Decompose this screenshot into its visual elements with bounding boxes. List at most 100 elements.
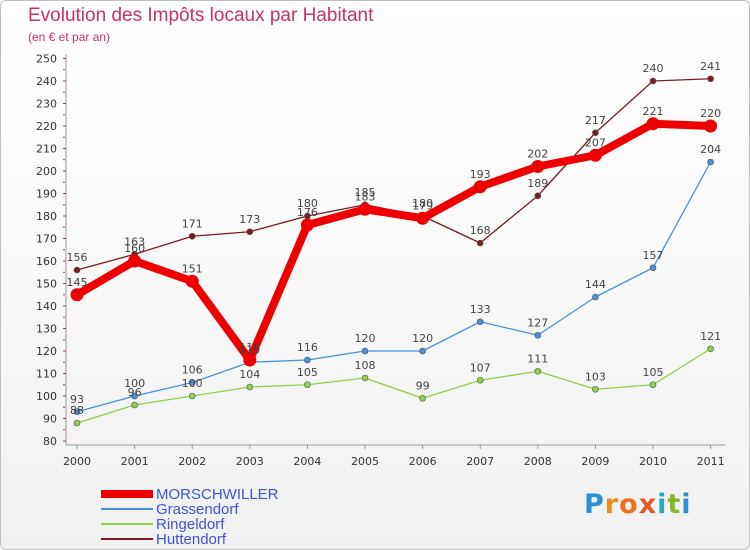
data-label-grassendorf: 93 xyxy=(70,393,84,406)
point-grassendorf xyxy=(361,347,369,355)
data-label-huttendorf: 171 xyxy=(182,217,203,230)
data-label-ringeldorf: 96 xyxy=(128,386,142,399)
data-label-grassendorf: 144 xyxy=(585,278,606,291)
y-tick-label: 200 xyxy=(36,165,57,178)
point-morschwiller xyxy=(416,211,430,225)
point-ringeldorf xyxy=(361,374,369,382)
data-label-huttendorf: 168 xyxy=(470,224,491,237)
data-label-morschwiller: 116 xyxy=(239,341,260,354)
data-label-huttendorf: 241 xyxy=(700,60,721,73)
data-labels-layer: 156 163 171 173 180 185 180 168 189 217 240 241 88 96… xyxy=(67,60,722,417)
data-label-huttendorf: 180 xyxy=(412,197,433,210)
point-grassendorf xyxy=(707,158,714,166)
y-tick-label: 210 xyxy=(36,143,57,156)
data-label-ringeldorf: 121 xyxy=(700,330,721,343)
x-tick-label: 2001 xyxy=(121,455,149,468)
logo-letter: i xyxy=(681,489,692,520)
point-morschwiller xyxy=(300,218,314,232)
point-huttendorf xyxy=(188,232,196,240)
x-tick-label: 2005 xyxy=(351,455,379,468)
y-tick-label: 150 xyxy=(36,278,57,291)
legend-swatch-morschwiller xyxy=(101,490,153,498)
data-label-morschwiller: 183 xyxy=(355,190,376,203)
data-label-morschwiller: 145 xyxy=(67,276,88,289)
data-label-grassendorf: 133 xyxy=(470,303,491,316)
logo-letter: P xyxy=(584,489,605,520)
point-huttendorf xyxy=(476,239,484,247)
point-huttendorf xyxy=(534,192,542,200)
data-label-huttendorf: 163 xyxy=(124,235,145,248)
point-ringeldorf xyxy=(246,383,254,391)
point-morschwiller xyxy=(358,202,372,216)
data-label-ringeldorf: 107 xyxy=(470,361,491,374)
point-morschwiller xyxy=(531,160,545,173)
series-line-huttendorf xyxy=(76,78,712,271)
x-tick-label: 2002 xyxy=(178,455,206,468)
data-label-morschwiller: 160 xyxy=(124,242,145,255)
point-morschwiller xyxy=(704,119,718,133)
point-grassendorf xyxy=(476,318,484,326)
data-label-huttendorf: 173 xyxy=(239,213,260,226)
data-label-grassendorf: 116 xyxy=(297,341,318,354)
data-label-morschwiller: 207 xyxy=(585,136,606,149)
data-label-grassendorf: 120 xyxy=(412,332,433,345)
data-label-huttendorf: 217 xyxy=(585,114,606,127)
point-grassendorf xyxy=(592,293,599,301)
point-morschwiller xyxy=(646,117,660,131)
data-label-morschwiller: 220 xyxy=(700,107,721,120)
point-morschwiller xyxy=(185,274,199,288)
y-tick-label: 180 xyxy=(36,210,57,223)
point-ringeldorf xyxy=(73,419,81,427)
point-ringeldorf xyxy=(304,381,311,389)
x-tick-label: 2007 xyxy=(466,455,494,468)
point-ringeldorf xyxy=(419,394,426,402)
x-tick-label: 2000 xyxy=(63,455,91,468)
x-tick-label: 2004 xyxy=(293,455,321,468)
legend-label-grassendorf: Grassendorf xyxy=(156,501,239,518)
chart-axes: 8090100110120130140150160170180190200210… xyxy=(36,53,725,468)
legend-label-huttendorf: Huttendorf xyxy=(156,531,227,548)
data-label-ringeldorf: 104 xyxy=(239,368,260,381)
point-ringeldorf xyxy=(649,381,657,389)
y-tick-label: 100 xyxy=(36,390,57,403)
point-huttendorf xyxy=(592,129,599,137)
point-grassendorf xyxy=(73,408,81,416)
data-label-morschwiller: 221 xyxy=(643,105,664,118)
data-label-grassendorf: 120 xyxy=(355,332,376,345)
point-huttendorf xyxy=(73,266,81,274)
proxiti-logo: Proxiti xyxy=(584,489,692,520)
point-grassendorf xyxy=(419,347,426,355)
data-label-huttendorf: 185 xyxy=(355,186,376,199)
series-line-grassendorf xyxy=(76,161,712,413)
point-morschwiller xyxy=(473,180,487,194)
series-layer xyxy=(70,75,718,427)
point-ringeldorf xyxy=(131,401,138,409)
y-tick-label: 140 xyxy=(36,300,57,313)
data-label-morschwiller: 151 xyxy=(182,262,203,275)
data-label-ringeldorf: 105 xyxy=(643,366,664,379)
y-tick-label: 130 xyxy=(36,323,57,336)
point-grassendorf xyxy=(131,392,138,400)
point-ringeldorf xyxy=(188,392,196,400)
y-tick-label: 110 xyxy=(36,368,57,381)
data-label-grassendorf: 127 xyxy=(527,316,548,329)
logo-letter: o xyxy=(619,489,639,520)
data-label-morschwiller: 202 xyxy=(527,148,548,161)
y-tick-label: 230 xyxy=(36,98,57,111)
point-ringeldorf xyxy=(476,376,484,384)
y-tick-label: 240 xyxy=(36,75,57,88)
x-tick-label: 2006 xyxy=(409,455,437,468)
y-tick-label: 220 xyxy=(36,120,57,133)
logo-letter: i xyxy=(657,489,668,520)
data-label-grassendorf: 204 xyxy=(700,143,721,156)
data-label-ringeldorf: 88 xyxy=(70,404,84,417)
x-tick-label: 2003 xyxy=(236,455,264,468)
logo-letter: x xyxy=(638,489,658,520)
data-label-huttendorf: 189 xyxy=(527,177,548,190)
point-ringeldorf xyxy=(707,345,714,353)
data-label-grassendorf: 106 xyxy=(182,364,203,377)
chart-title: Evolution des Impôts locaux par Habitant xyxy=(28,5,374,26)
y-tick-label: 160 xyxy=(36,255,57,268)
legend-swatch-huttendorf xyxy=(101,538,153,540)
